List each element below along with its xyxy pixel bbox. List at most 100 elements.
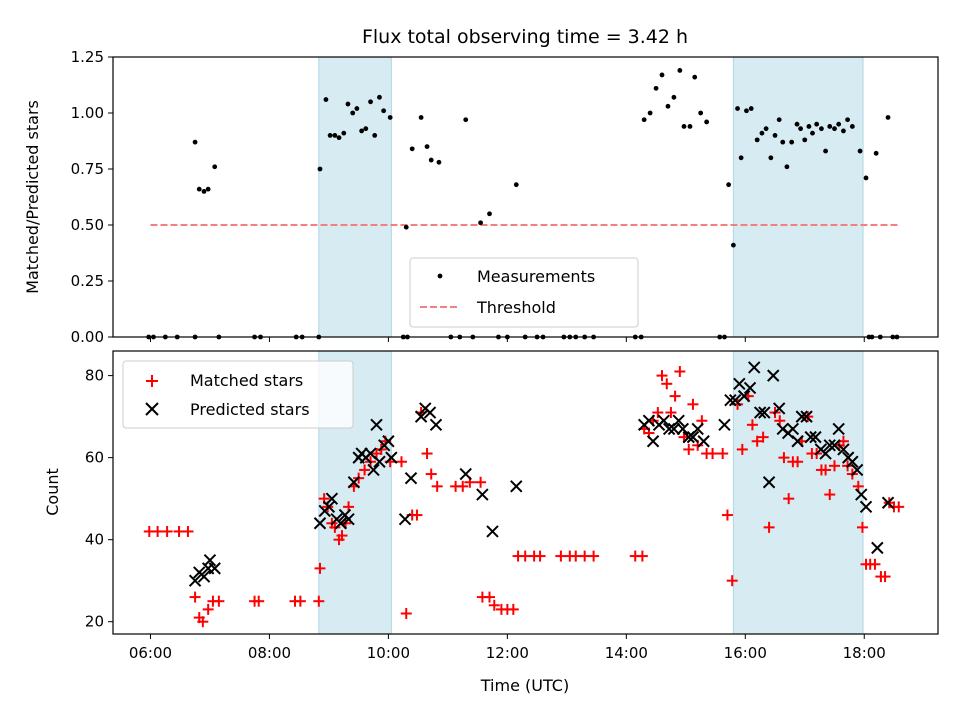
predicted-star-point [667, 422, 681, 436]
predicted-star-point [804, 430, 817, 444]
top-panel: 0.00 0.25 0.50 0.75 1.00 1.25 Matched/Predict… [23, 48, 939, 346]
predicted-star-b [859, 500, 873, 514]
bottom-x-tick-label: 18:00 [843, 644, 886, 662]
predicted-star-b [322, 500, 336, 514]
measurement-point [409, 146, 415, 152]
predicted-star-b [737, 389, 751, 403]
predicted-star-b [313, 517, 327, 530]
predicted-star-b [510, 480, 523, 493]
predicted-star-b [747, 361, 761, 374]
matched-star-point [425, 468, 437, 480]
predicted-star-point [342, 512, 355, 526]
predicted-star-b [753, 406, 767, 419]
matched-star-point [879, 571, 891, 583]
bottom-x-axis: 06:00 08:00 10:00 12:00 14:00 16:00 18:00 [129, 634, 886, 662]
measurement-point [806, 124, 812, 129]
top-shaded-interval-0 [318, 56, 392, 338]
predicted-star-b [697, 435, 710, 448]
measurement-point [827, 124, 833, 129]
measurement-point [726, 182, 732, 188]
predicted-star-point [724, 394, 737, 407]
measurement-point [345, 101, 351, 107]
measurement-point [819, 126, 824, 132]
measurement-point [730, 242, 736, 248]
legend-predicted-label: Predicted stars [190, 400, 310, 419]
bottom-legend-box [122, 360, 354, 429]
top-legend-box [409, 257, 639, 328]
predicted-star-point [203, 553, 217, 567]
matched-star-point [395, 456, 407, 468]
measurement-point [798, 126, 803, 132]
measurement-point [487, 211, 492, 217]
matched-star-point [484, 591, 496, 603]
bottom-y-tick-label: 40 [85, 531, 104, 549]
predicted-star-point [197, 570, 211, 583]
measurement-point [196, 186, 202, 192]
matched-star-point [687, 398, 699, 410]
predicted-star-point [786, 422, 800, 436]
matched-star-point [763, 521, 775, 533]
predicted-star-point [385, 451, 398, 464]
matched-star-point [636, 550, 648, 562]
bottom-y-tick-label: 20 [85, 613, 104, 631]
measurement-point [836, 121, 842, 127]
predicted-star-b [325, 492, 339, 505]
bottom-y-tick-label: 80 [85, 367, 104, 385]
predicted-star-b [414, 410, 428, 423]
predicted-star-b [382, 435, 395, 448]
matched-star-point [824, 489, 836, 501]
predicted-star-point [486, 525, 499, 538]
measurement-point [857, 148, 863, 154]
measurement-point [863, 175, 869, 181]
matched-star-point [778, 452, 790, 464]
measurement-point [748, 106, 754, 111]
predicted-star-b [459, 467, 472, 481]
predicted-star-point [767, 369, 780, 382]
legend-measurements-marker [437, 273, 443, 279]
predicted-star-point [728, 394, 742, 407]
bottom-legend: Matched stars Predicted stars [122, 360, 354, 429]
predicted-star-b [370, 418, 383, 432]
predicted-star-b [642, 414, 656, 427]
measurement-point [387, 115, 393, 120]
measurement-point [845, 117, 850, 123]
measurement-point [738, 155, 744, 161]
measurement-point [832, 126, 837, 132]
measurement-point [841, 128, 846, 134]
predicted-star-point [859, 500, 873, 514]
predicted-star-point [676, 422, 690, 436]
measurement-point [776, 117, 782, 123]
predicted-star-point [322, 500, 336, 514]
matched-star-point [189, 591, 201, 603]
measurement-point [754, 137, 760, 143]
measurement-point [641, 117, 647, 123]
matched-star-point [314, 562, 326, 574]
bottom-shaded-interval-1 [732, 350, 864, 635]
predicted-star-b [828, 439, 841, 452]
predicted-star-b [823, 439, 836, 452]
bottom-x-tick-label: 08:00 [248, 644, 291, 662]
measurement-point [377, 94, 382, 100]
measurement-point [478, 220, 483, 226]
bottom-x-tick-label: 10:00 [367, 644, 410, 662]
measurement-point [780, 139, 786, 145]
matched-star-point [829, 460, 841, 472]
predicted-star-b [758, 406, 771, 419]
predicted-star-point [747, 361, 761, 374]
predicted-star-point [188, 574, 202, 587]
chart-title: Flux total observing time = 3.42 h [362, 26, 688, 48]
measurement-point [823, 148, 828, 154]
predicted-star-point [737, 389, 751, 403]
matched-star-point [588, 550, 600, 562]
predicted-star-point [686, 430, 700, 444]
measurement-point [772, 133, 778, 138]
bottom-y-axis-label: Count [43, 468, 62, 516]
predicted-star-b [476, 488, 489, 501]
predicted-star-point [832, 422, 845, 436]
predicted-star-point [642, 414, 656, 427]
predicted-star-b [855, 488, 868, 501]
measurement-point [677, 68, 683, 73]
measurement-point [849, 124, 855, 129]
bottom-y-tick-label: 60 [85, 449, 104, 467]
predicted-star-b [724, 394, 737, 407]
